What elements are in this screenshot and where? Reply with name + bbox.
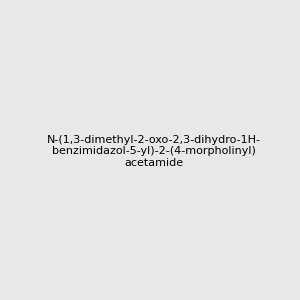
Text: N-(1,3-dimethyl-2-oxo-2,3-dihydro-1H-
benzimidazol-5-yl)-2-(4-morpholinyl)
aceta: N-(1,3-dimethyl-2-oxo-2,3-dihydro-1H- be… bbox=[47, 135, 261, 168]
